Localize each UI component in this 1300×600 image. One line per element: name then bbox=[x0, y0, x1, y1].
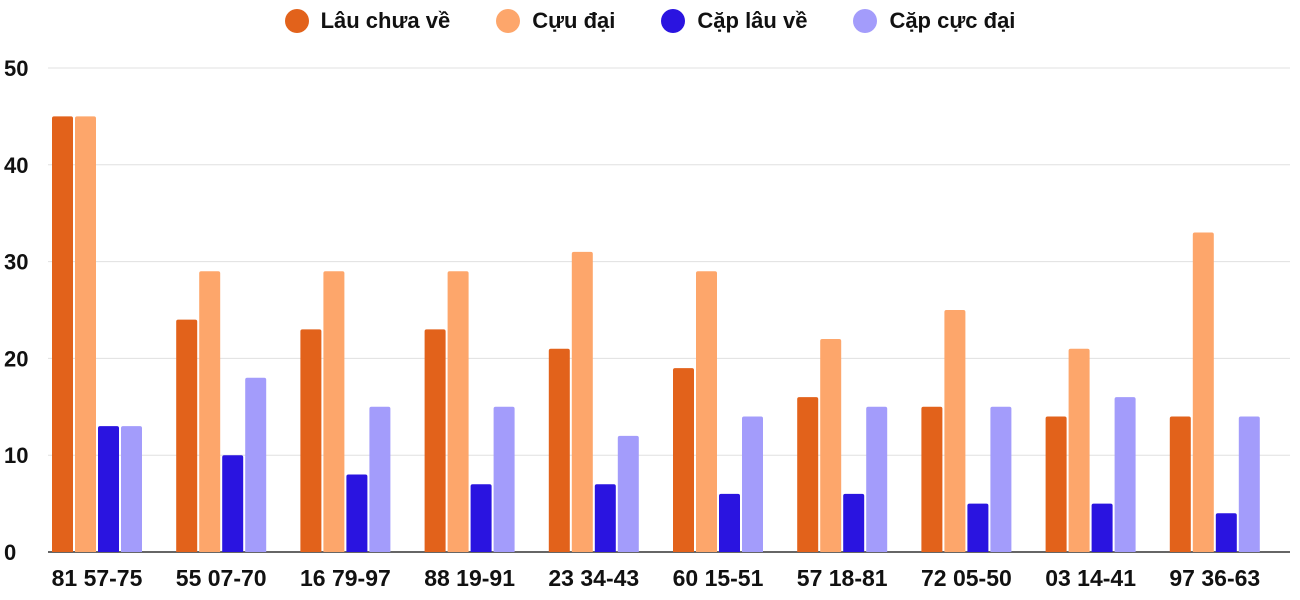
bar bbox=[369, 406, 391, 552]
bar bbox=[1192, 232, 1214, 552]
bar bbox=[742, 416, 763, 552]
bar bbox=[594, 484, 616, 552]
x-tick-label: 55 07-70 bbox=[176, 565, 267, 591]
bar bbox=[990, 406, 1012, 552]
bar bbox=[673, 368, 694, 552]
bar bbox=[300, 329, 322, 552]
bar bbox=[346, 474, 368, 552]
bar bbox=[548, 348, 570, 552]
legend-swatch bbox=[496, 9, 521, 33]
legend-item-cap-lau-ve: Cặp lâu về bbox=[661, 8, 807, 34]
bar bbox=[571, 251, 593, 553]
x-tick-label: 72 05-50 bbox=[921, 565, 1012, 591]
bar bbox=[820, 339, 842, 552]
x-tick-label: 88 19-91 bbox=[424, 565, 515, 591]
bar bbox=[719, 493, 740, 552]
bar bbox=[944, 310, 966, 552]
bar bbox=[843, 493, 865, 552]
bar bbox=[1068, 348, 1090, 552]
legend-swatch bbox=[853, 9, 878, 33]
bar bbox=[75, 116, 96, 553]
bar bbox=[921, 406, 943, 552]
x-tick-label: 81 57-75 bbox=[52, 565, 143, 591]
bar bbox=[1215, 513, 1237, 552]
legend-swatch bbox=[284, 9, 309, 33]
bar bbox=[967, 503, 989, 552]
legend-label: Cặp cực đại bbox=[889, 8, 1016, 33]
y-tick-label: 20 bbox=[4, 346, 28, 371]
bar bbox=[1045, 416, 1067, 552]
bar bbox=[617, 435, 639, 552]
bar bbox=[222, 455, 244, 552]
bar bbox=[447, 271, 469, 552]
bar bbox=[199, 271, 221, 552]
bar bbox=[470, 484, 492, 552]
legend-item-cuu-dai: Cựu đại bbox=[496, 8, 615, 34]
legend-swatch bbox=[661, 9, 686, 33]
bar bbox=[1114, 397, 1136, 552]
legend-item-cap-cuc-dai: Cặp cực đại bbox=[853, 8, 1015, 34]
bar bbox=[323, 271, 345, 552]
bar bbox=[797, 397, 819, 552]
bar bbox=[1238, 416, 1260, 552]
bar bbox=[866, 406, 888, 552]
y-tick-label: 10 bbox=[4, 443, 28, 468]
bar bbox=[52, 116, 73, 553]
bar bbox=[424, 329, 446, 552]
bar bbox=[696, 271, 717, 552]
x-tick-label: 23 34-43 bbox=[548, 565, 639, 591]
bar bbox=[98, 426, 119, 552]
legend-label: Cặp lâu về bbox=[697, 8, 808, 33]
bar bbox=[121, 426, 142, 552]
bar bbox=[176, 319, 198, 552]
y-tick-label: 50 bbox=[4, 56, 28, 81]
legend: Lâu chưa về Cựu đại Cặp lâu về Cặp cực đ… bbox=[0, 4, 1300, 38]
legend-label: Lâu chưa về bbox=[320, 8, 451, 33]
y-tick-label: 40 bbox=[4, 153, 28, 178]
x-tick-label: 16 79-97 bbox=[300, 565, 391, 591]
bar bbox=[245, 377, 267, 552]
legend-label: Cựu đại bbox=[532, 8, 616, 33]
x-tick-label: 97 36-63 bbox=[1169, 565, 1260, 591]
bar bbox=[493, 406, 515, 552]
legend-item-lau-chua-ve: Lâu chưa về bbox=[284, 8, 451, 34]
bar bbox=[1091, 503, 1113, 552]
bar bbox=[1169, 416, 1191, 552]
x-tick-label: 60 15-51 bbox=[673, 565, 764, 591]
y-tick-label: 30 bbox=[4, 250, 28, 275]
x-tick-label: 57 18-81 bbox=[797, 565, 888, 591]
y-tick-label: 0 bbox=[4, 540, 16, 565]
x-tick-label: 03 14-41 bbox=[1045, 565, 1136, 591]
